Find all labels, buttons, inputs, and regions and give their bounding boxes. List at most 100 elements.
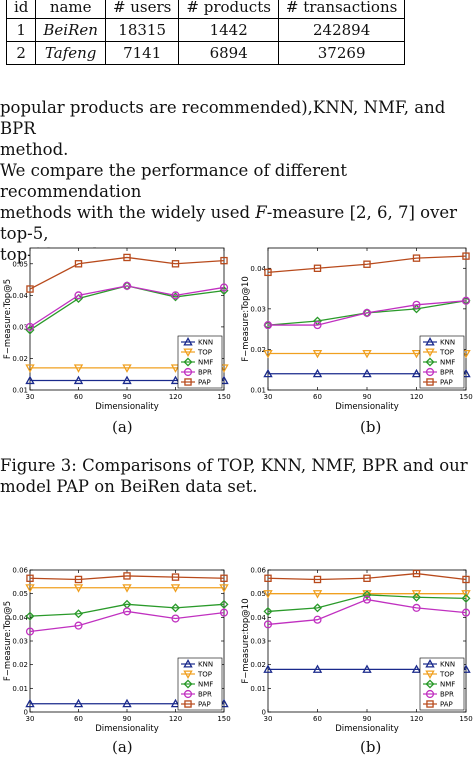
y-tick-label: 0.04 <box>12 292 28 300</box>
top-marker <box>25 364 35 373</box>
pap-marker <box>220 574 228 582</box>
x-tick-label: 120 <box>410 715 423 723</box>
x-tick-label: 30 <box>264 715 273 723</box>
table-cell: BeiRen <box>35 18 106 42</box>
y-tick-label: 0.05 <box>250 590 266 598</box>
legend-label: NMF <box>440 681 455 689</box>
knn-marker <box>263 664 273 673</box>
legend-label: TOP <box>439 349 454 357</box>
chart-beiren-top10: 0.01 0.02 0.03 0.04 30 60 90 120 150 Dimensionali… <box>241 247 473 412</box>
x-axis-label: Dimensionality <box>335 724 398 734</box>
table-header: id <box>5 0 37 19</box>
bpr-marker <box>412 603 421 612</box>
knn-marker <box>312 664 323 673</box>
table-cell: 1442 <box>178 18 279 42</box>
bpr-marker <box>219 283 229 292</box>
x-tick-label: 90 <box>123 393 132 401</box>
bpr-marker <box>313 321 322 330</box>
knn-marker <box>362 664 372 673</box>
x-tick-label: 150 <box>217 715 230 723</box>
x-tick-label: 120 <box>169 393 182 401</box>
bpr-marker <box>412 300 421 309</box>
x-tick-label: 120 <box>169 715 182 723</box>
chart-beiren-top5: 0.01 0.02 0.03 0.04 0.05 30 60 90 120 150 Dimensio… <box>3 247 231 412</box>
nmf-marker <box>425 679 435 689</box>
series-pap <box>264 569 470 584</box>
table-cell: 2 <box>5 41 37 65</box>
legend: KNN TOP NMF BPR PAP <box>419 335 465 389</box>
top-marker <box>122 584 132 593</box>
x-axis-label: Dimensionality <box>335 402 398 412</box>
bpr-marker <box>183 367 193 377</box>
x-axis-label: Dimensionality <box>95 724 158 734</box>
top-marker <box>73 364 84 373</box>
bpr-marker <box>74 621 83 630</box>
top-marker <box>183 348 193 357</box>
legend-label: KNN <box>198 339 213 347</box>
series-bpr <box>263 595 471 629</box>
y-tick-label: 0.06 <box>250 567 266 575</box>
bpr-marker <box>313 615 322 624</box>
legend-label: BPR <box>198 369 212 377</box>
figure-caption: Figure 3: Comparisons of TOP, KNN, NMF, … <box>0 455 474 497</box>
top-marker <box>312 349 323 359</box>
top-marker <box>362 349 372 359</box>
top-marker <box>170 364 181 373</box>
knn-marker <box>411 664 422 673</box>
knn-marker <box>25 375 35 385</box>
knn-marker <box>183 659 193 668</box>
y-axis-label: F−measure:Top@5 <box>3 601 13 681</box>
pap-marker <box>171 573 180 581</box>
top-marker <box>411 590 422 599</box>
knn-marker <box>312 368 323 378</box>
legend-label: NMF <box>198 359 213 367</box>
legend-label: BPR <box>440 369 454 377</box>
pap-marker <box>74 260 83 268</box>
pap-marker <box>363 260 371 268</box>
y-tick-label: 0 <box>262 709 266 717</box>
legend-label: BPR <box>440 691 454 699</box>
series-line <box>29 575 225 581</box>
series-pap <box>264 252 470 277</box>
y-tick-label: 0.02 <box>250 346 266 354</box>
y-tick-label: 0.01 <box>250 387 266 395</box>
bpr-marker <box>425 367 435 377</box>
bpr-marker <box>263 620 273 629</box>
nmf-marker <box>170 292 181 302</box>
series-nmf <box>25 599 229 621</box>
legend-label: PAP <box>198 379 211 387</box>
pap-marker <box>264 574 272 582</box>
series-line <box>267 594 467 613</box>
y-tick-label: 0.05 <box>12 260 28 268</box>
bpr-marker <box>362 595 372 604</box>
x-tick-label: 60 <box>74 715 83 723</box>
x-tick-label: 150 <box>217 393 230 401</box>
knn-marker <box>362 368 372 378</box>
knn-marker <box>170 375 181 385</box>
knn-marker <box>425 337 435 346</box>
pap-marker <box>184 700 192 708</box>
x-tick-label: 120 <box>410 393 423 401</box>
legend: KNN TOP NMF BPR PAP <box>177 657 223 711</box>
legend-label: TOP <box>197 671 212 679</box>
chart-tafeng-top10: 0 0.01 0.02 0.03 0.04 0.05 0.06 30 60 90 120 150 Dim… <box>241 567 473 735</box>
legend-label: PAP <box>198 701 211 709</box>
nmf-marker <box>170 603 181 613</box>
bpr-marker <box>25 627 35 636</box>
knn-marker <box>411 368 422 378</box>
nmf-marker <box>73 609 84 619</box>
series-line <box>29 610 225 633</box>
nmf-marker <box>312 603 323 613</box>
pap-marker <box>171 260 180 268</box>
y-tick-label: 0.02 <box>12 355 28 363</box>
pap-marker <box>412 254 421 262</box>
top-marker <box>263 349 273 359</box>
y-tick-label: 0.03 <box>250 638 266 646</box>
top-marker <box>122 364 132 373</box>
nmf-marker <box>411 592 422 602</box>
x-tick-label: 150 <box>459 715 472 723</box>
pap-marker <box>426 378 434 386</box>
pap-marker <box>123 572 131 580</box>
y-tick-label: 0.04 <box>12 614 28 622</box>
x-tick-label: 90 <box>363 393 372 401</box>
